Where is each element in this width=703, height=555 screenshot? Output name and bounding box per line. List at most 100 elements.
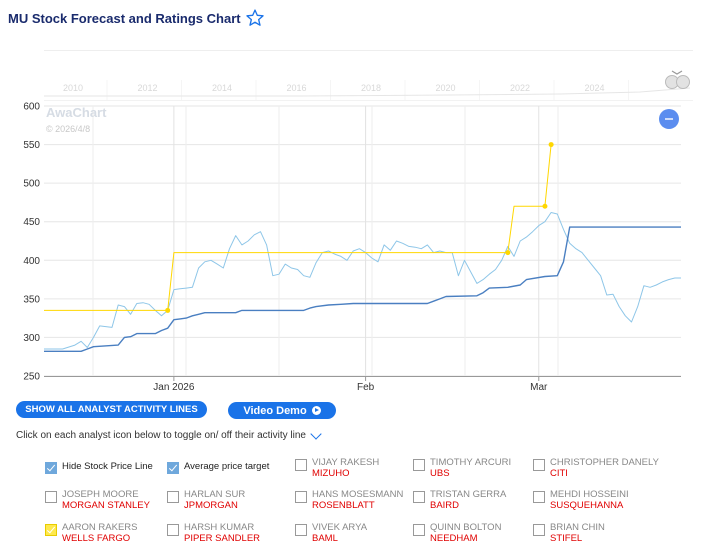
analyst-name: TRISTAN GERRA	[430, 489, 507, 500]
navigator-year-label: 2020	[435, 83, 455, 93]
analyst-target-point	[505, 250, 511, 256]
analyst-name: CHRISTOPHER DANELY	[550, 457, 659, 468]
analyst-toggle[interactable]: MEHDI HOSSEINI SUSQUEHANNA	[533, 489, 629, 511]
checkbox-icon[interactable]	[295, 524, 307, 536]
title-row: MU Stock Forecast and Ratings Chart	[8, 6, 265, 30]
analyst-firm: CITI	[550, 468, 568, 479]
x-tick-label: Feb	[357, 382, 375, 393]
analyst-target-point	[548, 142, 554, 148]
analyst-firm: ROSENBLATT	[312, 500, 375, 511]
analyst-toggle[interactable]: JOSEPH MOORE MORGAN STANLEY	[45, 489, 150, 511]
analyst-firm: BAML	[312, 533, 338, 544]
y-tick-label: 550	[23, 140, 40, 151]
checkbox-icon[interactable]	[533, 459, 545, 471]
analyst-firm: PIPER SANDLER	[184, 533, 261, 544]
y-tick-label: 300	[23, 333, 40, 344]
checkbox-icon[interactable]	[167, 491, 179, 503]
checkbox-icon[interactable]	[167, 524, 179, 536]
toggle-label: Average price target	[184, 461, 270, 472]
analyst-name: TIMOTHY ARCURI	[430, 457, 512, 468]
analyst-name: BRIAN CHIN	[550, 522, 605, 533]
show-all-analyst-lines-label: SHOW ALL ANALYST ACTIVITY LINES	[25, 404, 198, 415]
navigator-year-label: 2014	[212, 83, 232, 93]
analyst-firm: MORGAN STANLEY	[62, 500, 150, 511]
navigator-year-label: 2018	[361, 83, 381, 93]
analyst-toggle[interactable]: QUINN BOLTON NEEDHAM	[413, 522, 501, 544]
hint-text: Click on each analyst icon below to togg…	[16, 430, 306, 441]
analyst-toggle[interactable]: HANS MOSESMANN ROSENBLATT	[295, 489, 403, 511]
analyst-firm: UBS	[430, 468, 450, 479]
analyst-firm: SUSQUEHANNA	[550, 500, 624, 511]
navigator-handle-grip	[671, 70, 683, 75]
y-tick-label: 450	[23, 217, 40, 228]
checkbox-icon[interactable]	[45, 462, 57, 474]
stock-price-line	[44, 212, 681, 350]
analyst-activity-line	[44, 144, 552, 311]
analyst-firm: JPMORGAN	[184, 500, 238, 511]
navigator-year-label: 2012	[137, 83, 157, 93]
y-tick-label: 400	[23, 256, 40, 267]
page-title: MU Stock Forecast and Ratings Chart	[8, 10, 241, 26]
analyst-name: MEHDI HOSSEINI	[550, 489, 629, 500]
checkbox-icon[interactable]	[533, 491, 545, 503]
analyst-toggle[interactable]: CHRISTOPHER DANELY CITI	[533, 457, 659, 479]
y-tick-label: 600	[23, 102, 40, 113]
analyst-name: QUINN BOLTON	[430, 522, 502, 533]
analyst-name: HARSH KUMAR	[184, 522, 255, 533]
analyst-toggle[interactable]: TIMOTHY ARCURI UBS	[413, 457, 511, 479]
y-tick-label: 350	[23, 294, 40, 305]
checkbox-icon[interactable]	[533, 524, 545, 536]
watermark-date: © 2026/4/8	[46, 124, 90, 134]
checkbox-icon[interactable]	[45, 524, 57, 536]
checkbox-icon[interactable]	[413, 491, 425, 503]
watermark-brand: AwaChart	[46, 105, 107, 120]
checkbox-icon[interactable]	[167, 462, 179, 474]
analyst-firm: NEEDHAM	[430, 533, 478, 544]
checkbox-icon[interactable]	[413, 524, 425, 536]
y-tick-label: 500	[23, 179, 40, 190]
video-demo-button[interactable]: Video Demo	[228, 402, 336, 419]
chevron-down-icon[interactable]	[310, 428, 322, 440]
analyst-toggle[interactable]: HARLAN SUR JPMORGAN	[167, 489, 245, 511]
show-all-analyst-lines-button[interactable]: SHOW ALL ANALYST ACTIVITY LINES	[16, 401, 207, 418]
toggle-label: Hide Stock Price Line	[62, 461, 153, 472]
average-target-line	[44, 226, 681, 352]
checkbox-icon[interactable]	[295, 491, 307, 503]
analyst-firm: MIZUHO	[312, 468, 350, 479]
checkbox-icon[interactable]	[295, 459, 307, 471]
checkbox-icon[interactable]	[45, 491, 57, 503]
video-demo-label: Video Demo	[243, 404, 307, 417]
analyst-name: VIVEK ARYA	[312, 522, 368, 533]
analyst-toggle[interactable]: BRIAN CHIN STIFEL	[533, 522, 605, 544]
analyst-name: AARON RAKERS	[62, 522, 138, 533]
analyst-name: HANS MOSESMANN	[312, 489, 404, 500]
navigator-handle-right	[676, 75, 690, 89]
favorite-star-icon[interactable]	[245, 8, 265, 28]
checkbox-icon[interactable]	[413, 459, 425, 471]
toggle-hide-stock-price[interactable]: Hide Stock Price Line	[45, 460, 153, 474]
navigator-year-label: 2016	[286, 83, 306, 93]
x-tick-label: Mar	[530, 382, 548, 393]
navigator-year-label: 2022	[510, 83, 530, 93]
analyst-firm: WELLS FARGO	[62, 533, 131, 544]
analyst-name: JOSEPH MOORE	[62, 489, 139, 500]
navigator-year-label: 2024	[584, 83, 604, 93]
analyst-target-point	[165, 307, 171, 313]
navigator-mini-line	[44, 87, 691, 97]
analyst-target-point	[542, 203, 548, 209]
x-tick-label: Jan 2026	[153, 382, 195, 393]
navigator-year-label: 2010	[63, 83, 83, 93]
analyst-toggle-hint: Click on each analyst icon below to togg…	[16, 428, 322, 441]
analyst-toggle[interactable]: VIJAY RAKESH MIZUHO	[295, 457, 379, 479]
analyst-firm: STIFEL	[550, 533, 583, 544]
analyst-firm: BAIRD	[430, 500, 460, 511]
analyst-name: HARLAN SUR	[184, 489, 246, 500]
analyst-toggle[interactable]: AARON RAKERS WELLS FARGO	[45, 522, 138, 544]
play-icon	[311, 406, 321, 415]
analyst-toggle[interactable]: HARSH KUMAR PIPER SANDLER	[167, 522, 260, 544]
toggle-average-price-target[interactable]: Average price target	[167, 460, 269, 474]
analyst-name: VIJAY RAKESH	[312, 457, 380, 468]
analyst-toggle[interactable]: TRISTAN GERRA BAIRD	[413, 489, 506, 511]
analyst-toggle[interactable]: VIVEK ARYA BAML	[295, 522, 367, 544]
y-tick-label: 250	[23, 372, 40, 383]
